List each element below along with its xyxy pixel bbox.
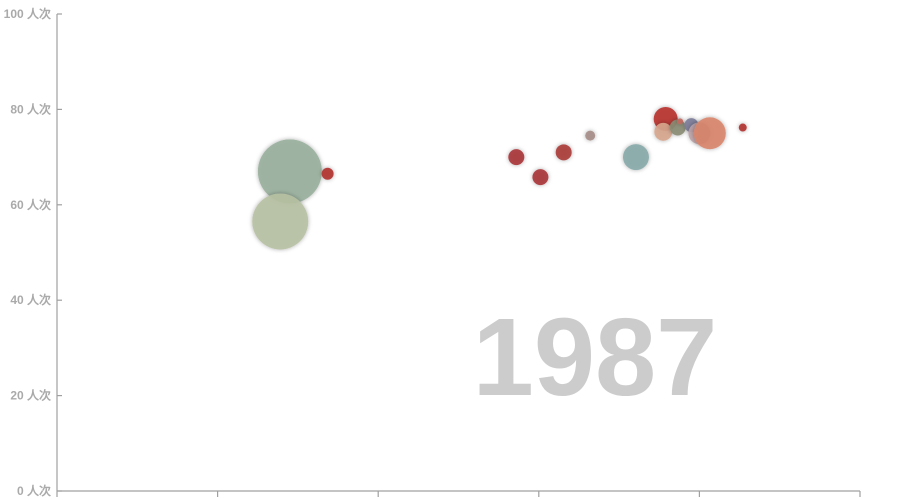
bubble-point[interactable] bbox=[532, 169, 549, 186]
bubble-point[interactable] bbox=[321, 167, 334, 180]
bubble-point[interactable] bbox=[677, 118, 684, 125]
y-tick-label: 60 人次 bbox=[10, 197, 51, 212]
y-tick-label: 100 人次 bbox=[4, 6, 51, 21]
bubble-point[interactable] bbox=[252, 193, 309, 250]
bubble-point[interactable] bbox=[738, 123, 747, 132]
y-tick-label: 40 人次 bbox=[10, 292, 51, 307]
y-tick-label: 20 人次 bbox=[10, 388, 51, 403]
y-tick-label: 80 人次 bbox=[10, 101, 51, 116]
y-tick-label: 0 人次 bbox=[17, 483, 51, 498]
bubble-point[interactable] bbox=[257, 139, 322, 204]
year-label: 1987 bbox=[473, 296, 718, 419]
bubble-layer bbox=[252, 106, 747, 250]
bubble-point[interactable] bbox=[622, 144, 649, 171]
bubble-point[interactable] bbox=[654, 122, 673, 141]
y-axis: 0 人次 20 人次 40 人次 60 人次 80 人次 100 人次 bbox=[4, 6, 62, 498]
bubble-point[interactable] bbox=[508, 149, 525, 166]
bubble-point[interactable] bbox=[555, 144, 572, 161]
bubble-point[interactable] bbox=[585, 130, 596, 141]
bubble-point[interactable] bbox=[693, 117, 726, 150]
x-axis bbox=[56, 490, 861, 497]
